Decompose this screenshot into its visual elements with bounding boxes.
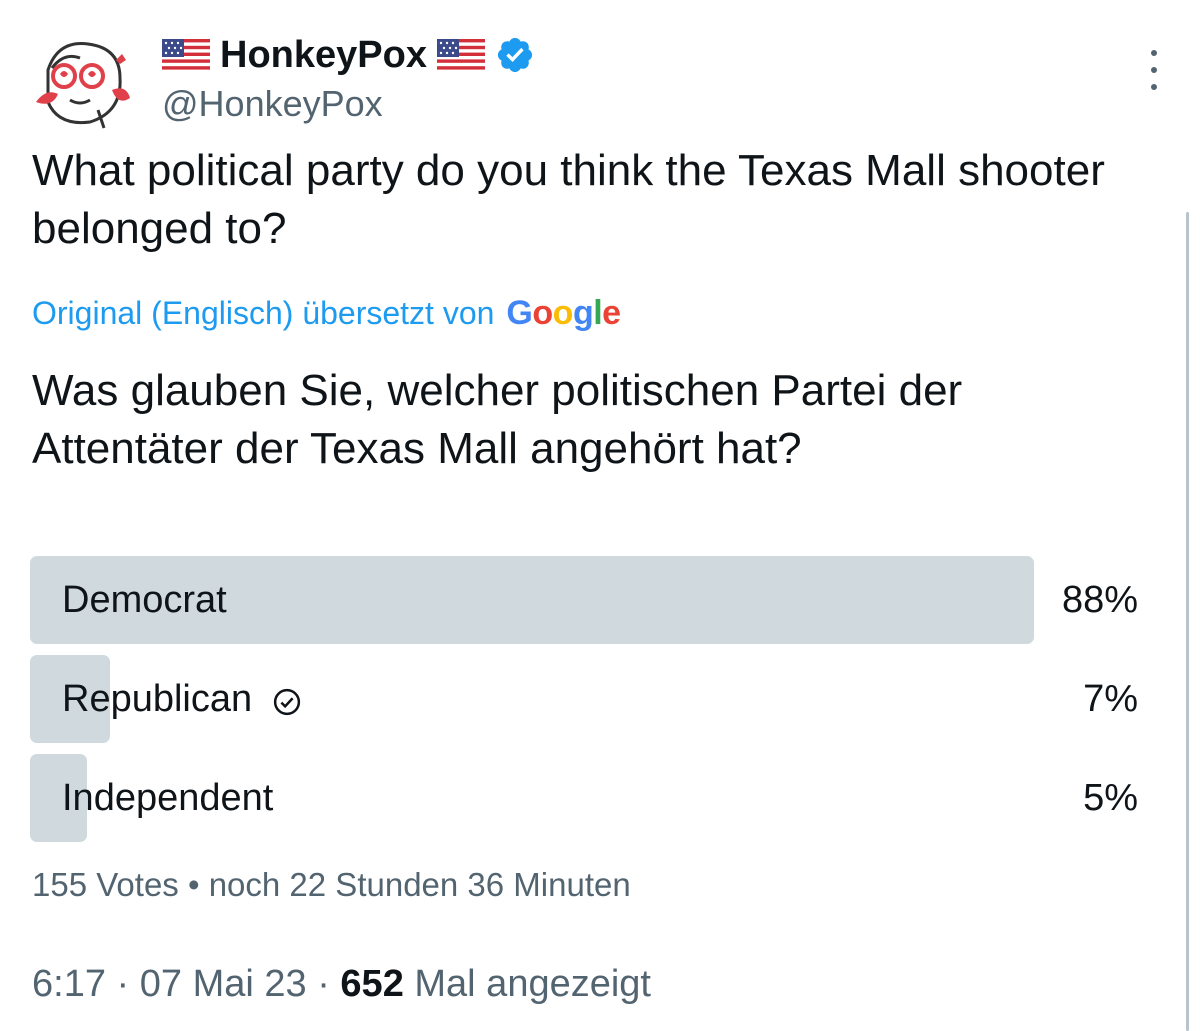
us-flag-icon bbox=[162, 38, 210, 73]
poll-option: Democrat 88% bbox=[30, 556, 1140, 644]
views-label[interactable]: Mal angezeigt bbox=[414, 963, 651, 1005]
verified-badge-icon[interactable] bbox=[495, 35, 535, 75]
poll-option: Independent 5% bbox=[30, 754, 1140, 842]
poll-bar bbox=[30, 556, 1034, 644]
tweet-meta: 6:17 · 07 Mai 23 · 652 Mal angezeigt bbox=[32, 960, 651, 1008]
poll-option-label: Republican bbox=[62, 677, 253, 720]
author-name-row[interactable]: HonkeyPox bbox=[162, 32, 535, 78]
author-handle[interactable]: @HonkeyPox bbox=[162, 83, 383, 124]
poll-option-percent: 88% bbox=[1061, 578, 1138, 621]
poll-bar bbox=[30, 655, 110, 743]
poll-option-percent: 7% bbox=[1083, 677, 1138, 720]
tweet-text: What political party do you think the Te… bbox=[32, 146, 1105, 253]
poll-meta: 155 Votes • noch 22 Stunden 36 Minuten bbox=[32, 862, 631, 908]
meta-separator: · bbox=[317, 963, 330, 1005]
avatar[interactable] bbox=[28, 30, 136, 138]
poll-time-left: noch 22 Stunden 36 Minuten bbox=[208, 866, 631, 903]
scrollbar[interactable] bbox=[1186, 212, 1189, 1031]
translated-tweet-text: Was glauben Sie, welcher politischen Par… bbox=[32, 366, 963, 473]
check-circle-icon bbox=[272, 684, 302, 716]
translation-label[interactable]: Original (Englisch) übersetzt von bbox=[32, 295, 495, 331]
poll-option-label: Democrat bbox=[62, 578, 227, 621]
author-display-name[interactable]: HonkeyPox bbox=[220, 34, 427, 76]
poll-option-label: Independent bbox=[62, 776, 274, 819]
poll: Democrat 88% Republican 7% Independent 5… bbox=[30, 556, 1140, 853]
views-count[interactable]: 652 bbox=[340, 963, 404, 1005]
poll-option-percent: 5% bbox=[1083, 776, 1138, 819]
us-flag-icon bbox=[436, 38, 485, 73]
google-logo: Google bbox=[506, 294, 621, 332]
more-vertical-icon[interactable] bbox=[1138, 50, 1170, 90]
tweet-date[interactable]: 07 Mai 23 bbox=[139, 963, 307, 1005]
tweet-time[interactable]: 6:17 bbox=[32, 963, 106, 1005]
meta-separator: · bbox=[116, 963, 130, 1005]
translation-attribution[interactable]: Original (Englisch) übersetzt von Google bbox=[32, 290, 621, 336]
poll-separator: • bbox=[187, 866, 200, 903]
avatar-image bbox=[28, 30, 136, 138]
poll-option: Republican 7% bbox=[30, 655, 1140, 743]
poll-bar bbox=[30, 754, 87, 842]
poll-votes: 155 Votes bbox=[32, 866, 179, 903]
